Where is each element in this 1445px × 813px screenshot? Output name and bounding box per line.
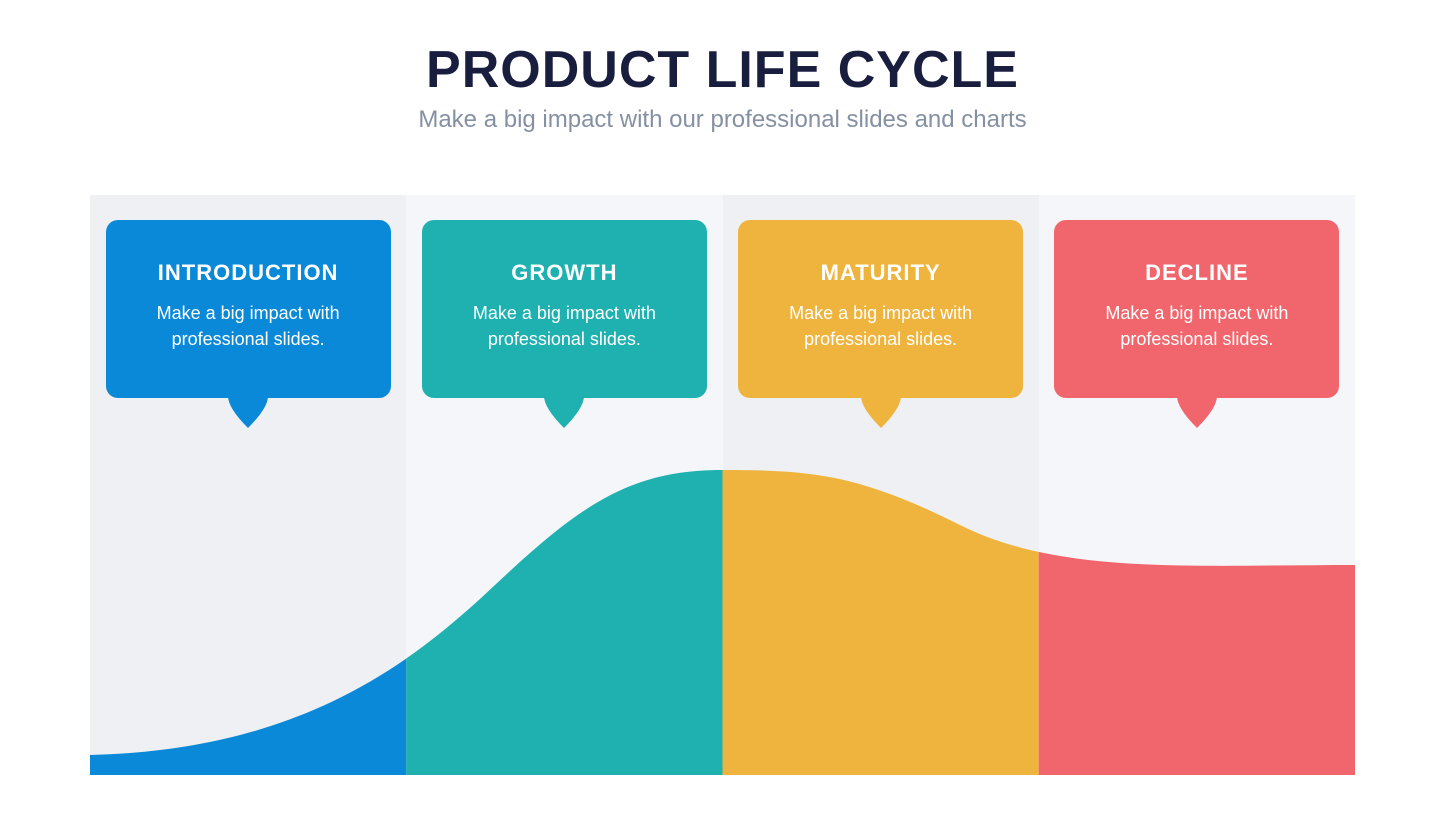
callout-introduction: INTRODUCTION Make a big impact with prof… [106, 220, 391, 398]
stage-title: MATURITY [760, 260, 1001, 286]
callout-maturity: MATURITY Make a big impact with professi… [738, 220, 1023, 398]
callout-slot-introduction: INTRODUCTION Make a big impact with prof… [90, 220, 406, 398]
callout-decline: DECLINE Make a big impact with professio… [1054, 220, 1339, 398]
page-title: PRODUCT LIFE CYCLE [0, 40, 1445, 100]
callout-slot-decline: DECLINE Make a big impact with professio… [1039, 220, 1355, 398]
callout-tail-icon [228, 388, 268, 428]
stage-desc: Make a big impact with professional slid… [760, 300, 1001, 352]
stage-desc: Make a big impact with professional slid… [128, 300, 369, 352]
callout-slot-maturity: MATURITY Make a big impact with professi… [723, 220, 1039, 398]
callouts-row: INTRODUCTION Make a big impact with prof… [90, 220, 1355, 398]
callout-growth: GROWTH Make a big impact with profession… [422, 220, 707, 398]
lifecycle-chart: INTRODUCTION Make a big impact with prof… [90, 195, 1355, 775]
stage-desc: Make a big impact with professional slid… [1076, 300, 1317, 352]
header: PRODUCT LIFE CYCLE Make a big impact wit… [0, 0, 1445, 134]
callout-tail-icon [861, 388, 901, 428]
callout-tail-icon [544, 388, 584, 428]
page-subtitle: Make a big impact with our professional … [0, 106, 1445, 134]
stage-title: DECLINE [1076, 260, 1317, 286]
stage-title: INTRODUCTION [128, 260, 369, 286]
stage-title: GROWTH [444, 260, 685, 286]
callout-tail-icon [1177, 388, 1217, 428]
stage-desc: Make a big impact with professional slid… [444, 300, 685, 352]
slide: PRODUCT LIFE CYCLE Make a big impact wit… [0, 0, 1445, 813]
callout-slot-growth: GROWTH Make a big impact with profession… [406, 220, 722, 398]
